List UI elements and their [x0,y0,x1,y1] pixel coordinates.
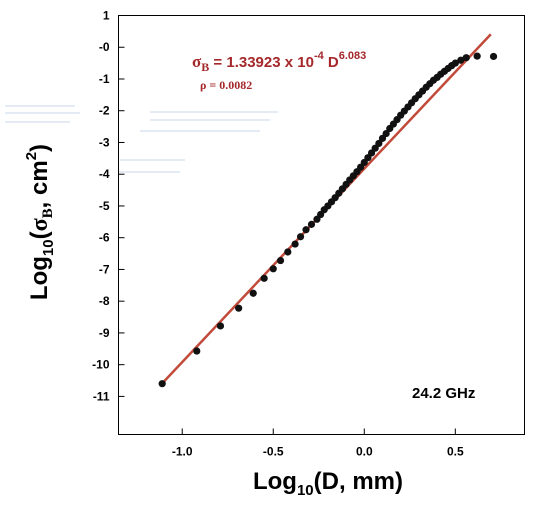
x-tick-label-1: -0.5 [263,445,284,459]
x-axis-ticks: -1.0 -0.5 0.0 0.5 [172,428,464,459]
y-tick-label-11: -10 [92,358,110,372]
data-point-55 [489,52,498,61]
x-axis-title: Log10(D, mm) [253,468,403,499]
y-axis-ticks: 1 -0 -1 -2 -3 -4 -5 -6 -7 -8 -9 -10 -11 [92,9,125,403]
correlation-label: ρ = 0.0082 [200,78,252,92]
y-tick-label-4: -3 [99,135,110,149]
y-tick-label-8: -7 [99,262,110,276]
frequency-label: 24.2 GHz [412,385,475,402]
data-point-4 [249,289,257,297]
data-point-7 [276,256,285,265]
data-point-5 [260,274,268,282]
data-point-9 [291,240,299,248]
y-tick-label-12: -11 [93,389,110,403]
y-tick-label-10: -9 [99,326,110,340]
data-point-0 [158,380,166,388]
data-point-30 [375,139,383,148]
data-point-53 [462,54,470,62]
data-points [158,52,498,388]
data-point-52 [457,56,465,64]
data-point-51 [451,59,459,67]
data-point-8 [284,248,292,256]
data-point-1 [193,347,201,355]
fit-equation: σB = 1.33923 x 10-4 D6.083 [192,50,366,74]
data-point-12 [307,220,316,228]
x-tick-label-2: 0.0 [356,445,373,459]
data-point-54 [473,52,481,60]
plot-area-frame [118,15,525,435]
data-point-6 [269,265,277,273]
y-tick-label-5: -4 [99,167,110,181]
y-tick-label-6: -5 [99,199,110,213]
x-tick-label-3: 0.5 [447,445,464,459]
y-tick-label-7: -6 [99,231,110,245]
y-tick-label-2: -1 [99,72,110,86]
data-point-32 [382,129,390,138]
data-point-2 [216,322,225,330]
y-tick-label-0: 1 [103,9,110,23]
background-artifacts [5,105,278,173]
data-point-3 [235,304,243,312]
y-tick-label-9: -8 [99,294,110,308]
x-tick-label-0: -1.0 [172,445,193,459]
y-tick-label-1: -0 [99,40,110,54]
y-axis-title: Log10(σB, cm2) [23,144,57,300]
data-point-11 [302,226,310,234]
y-tick-label-3: -2 [99,104,110,118]
data-point-10 [296,233,305,241]
